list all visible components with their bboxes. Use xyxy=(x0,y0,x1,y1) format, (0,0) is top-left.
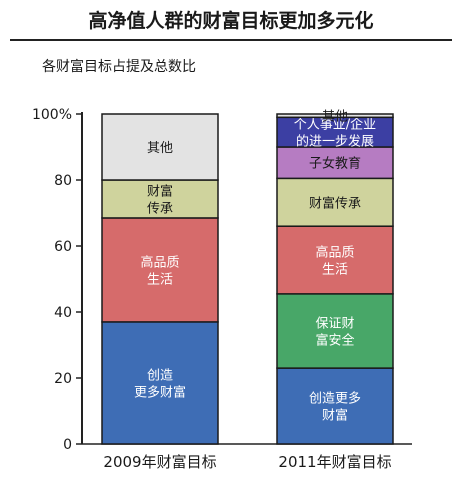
y-tick-label: 80 xyxy=(54,173,72,189)
segment-label: 高品质 xyxy=(140,254,179,270)
y-tick-label: 20 xyxy=(54,371,72,387)
segment-label: 创造 xyxy=(147,368,173,383)
segment-label: 传承 xyxy=(147,201,173,216)
bar-segment xyxy=(276,225,394,295)
segment-label: 个人事业/企业 xyxy=(294,117,376,133)
segment-label: 其他 xyxy=(147,141,173,156)
y-tick-label: 60 xyxy=(54,239,72,255)
segment-label: 子女教育 xyxy=(309,156,361,172)
y-tick-label: 0 xyxy=(63,437,72,453)
x-category-label: 2009年财富目标 xyxy=(103,453,216,471)
segment-label: 富安全 xyxy=(315,332,354,348)
bar-segment xyxy=(101,217,219,323)
segment-label: 财富 xyxy=(322,408,348,424)
segment-label: 创造更多 xyxy=(309,391,361,407)
bar-segment xyxy=(276,293,394,369)
bar-segment xyxy=(276,367,394,445)
bar-segment xyxy=(101,113,219,181)
segment-label: 更多财富 xyxy=(134,384,186,400)
segment-label: 生活 xyxy=(147,272,173,287)
segment-label: 生活 xyxy=(322,263,348,278)
segment-label: 其他 xyxy=(322,110,348,125)
bar-segment xyxy=(276,116,394,148)
chart-title: 高净值人群的财富目标更加多元化 xyxy=(88,10,374,32)
segment-label: 财富传承 xyxy=(309,195,361,211)
bar-segment xyxy=(276,146,394,180)
segment-label: 高品质 xyxy=(315,245,354,261)
x-category-label: 2011年财富目标 xyxy=(278,453,391,471)
bar-segment xyxy=(276,113,394,119)
title-divider xyxy=(10,39,452,41)
bar-segment xyxy=(101,321,219,445)
segment-label: 保证财 xyxy=(315,316,354,331)
chart-subtitle: 各财富目标占提及总数比 xyxy=(42,59,196,75)
segment-label: 的进一步发展 xyxy=(296,134,374,150)
y-tick-label: 100% xyxy=(32,107,72,123)
segment-label: 财富 xyxy=(147,183,173,199)
y-tick-label: 40 xyxy=(54,305,72,321)
